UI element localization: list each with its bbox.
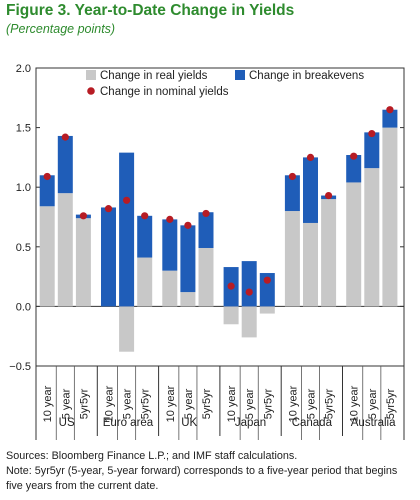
point-nominal-yield xyxy=(141,212,149,220)
point-nominal-yield xyxy=(325,191,333,200)
sources-note: Sources: Bloomberg Finance L.P.; and IMF… xyxy=(6,450,298,462)
bar-breakevens xyxy=(198,212,214,248)
x-category-label: 5yr5yr xyxy=(324,388,336,419)
bar-real-yield xyxy=(241,306,257,338)
bar-real-yield xyxy=(346,182,362,307)
point-nominal-yield xyxy=(79,212,87,220)
bar-real-yield xyxy=(198,247,214,307)
y-tick-label: −0.5 xyxy=(9,361,31,373)
bar-real-yield xyxy=(259,306,275,314)
bar-real-yield xyxy=(162,270,178,307)
bar-real-yield xyxy=(75,218,91,307)
bar-breakevens xyxy=(303,157,318,223)
x-category-label: 5yr5yr xyxy=(385,388,397,419)
x-group-label: Australia xyxy=(351,417,396,429)
figure-title: Figure 3. Year-to-Date Change in Yields xyxy=(6,2,295,19)
definition-note-line1: Note: 5yr5yr (5-year, 5-year forward) co… xyxy=(6,465,398,477)
bar-breakevens xyxy=(284,175,300,212)
x-category-label: 10 year xyxy=(287,385,299,422)
bar-breakevens xyxy=(119,152,135,307)
x-category-label: 5yr5yr xyxy=(78,388,90,419)
x-category-label: 10 year xyxy=(165,385,177,422)
x-group-label: US xyxy=(59,417,75,429)
bar-breakevens xyxy=(382,109,398,128)
x-group-label: Euro area xyxy=(103,417,154,429)
bar-real-yield xyxy=(321,199,337,307)
legend-swatch-real xyxy=(86,70,96,80)
bar-breakevens xyxy=(101,207,116,307)
bar-breakevens xyxy=(57,135,73,194)
x-category-label: 5yr5yr xyxy=(201,388,213,419)
point-nominal-yield xyxy=(123,196,131,204)
x-category-label: 5 year xyxy=(244,388,256,419)
x-category-label: 10 year xyxy=(349,385,361,422)
point-nominal-yield xyxy=(43,172,51,181)
point-nominal-yield xyxy=(227,282,235,290)
legend-swatch-breakevens xyxy=(235,70,245,80)
x-group-label: UK xyxy=(181,417,197,429)
bar-real-yield xyxy=(382,127,398,307)
point-nominal-yield xyxy=(386,106,394,114)
point-nominal-yield xyxy=(306,153,315,161)
y-tick-label: 0.5 xyxy=(16,242,31,254)
point-nominal-yield xyxy=(350,152,358,160)
bar-real-yield xyxy=(180,292,196,307)
x-category-label: 5 year xyxy=(367,388,379,419)
bar-breakevens xyxy=(39,175,55,207)
bar-breakevens xyxy=(364,132,380,169)
point-nominal-yield xyxy=(166,215,174,223)
bar-breakevens xyxy=(241,261,257,307)
y-tick-label: 2.0 xyxy=(16,63,31,75)
point-nominal-yield xyxy=(368,129,376,138)
legend-label-real: Change in real yields xyxy=(100,70,208,82)
bar-breakevens xyxy=(180,225,196,293)
point-nominal-yield xyxy=(263,276,271,284)
x-group-label: Japan xyxy=(235,417,266,429)
point-nominal-yield xyxy=(288,172,296,181)
legend-label-nominal: Change in nominal yields xyxy=(100,86,229,98)
bar-real-yield xyxy=(303,222,318,307)
x-group-label: Canada xyxy=(292,417,333,429)
y-tick-label: 1.5 xyxy=(16,123,31,135)
point-nominal-yield xyxy=(104,205,113,213)
figure-subtitle: (Percentage points) xyxy=(6,22,116,36)
bar-breakevens xyxy=(259,273,275,307)
x-category-label: 5 year xyxy=(183,388,195,419)
x-category-label: 10 year xyxy=(104,385,116,422)
y-tick-label: 1.0 xyxy=(16,182,31,194)
x-category-label: 5 year xyxy=(306,388,318,419)
bar-real-yield xyxy=(364,168,380,307)
bar-real-yield xyxy=(137,257,153,307)
legend-marker-nominal xyxy=(87,87,95,95)
y-tick-label: 0.0 xyxy=(16,301,31,313)
point-nominal-yield xyxy=(202,209,210,218)
point-nominal-yield xyxy=(184,221,192,229)
definition-note-line2: five years from the current date. xyxy=(6,480,159,492)
bar-real-yield xyxy=(39,206,55,307)
x-category-label: 5 year xyxy=(122,388,134,419)
figure-notes: Sources: Bloomberg Finance L.P.; and IMF… xyxy=(6,449,416,494)
bar-real-yield xyxy=(57,193,73,307)
bar-breakevens xyxy=(162,219,178,271)
point-nominal-yield xyxy=(61,133,69,141)
bar-breakevens xyxy=(346,155,362,183)
x-category-label: 10 year xyxy=(42,385,54,422)
point-nominal-yield xyxy=(245,288,253,296)
bar-real-yield xyxy=(223,306,239,325)
bar-real-yield xyxy=(119,306,135,352)
bar-breakevens xyxy=(137,215,153,258)
yield-change-chart: −0.50.00.51.01.52.010 year 5 year 5yr5yrUS… xyxy=(9,63,405,440)
bar-real-yield xyxy=(284,211,300,307)
x-category-label: 10 year xyxy=(226,385,238,422)
legend-label-breakevens: Change in breakevens xyxy=(249,70,364,82)
x-category-label: 5yr5yr xyxy=(140,388,152,419)
x-category-label: 5yr5yr xyxy=(262,388,274,419)
x-category-label: 5 year xyxy=(60,388,72,419)
